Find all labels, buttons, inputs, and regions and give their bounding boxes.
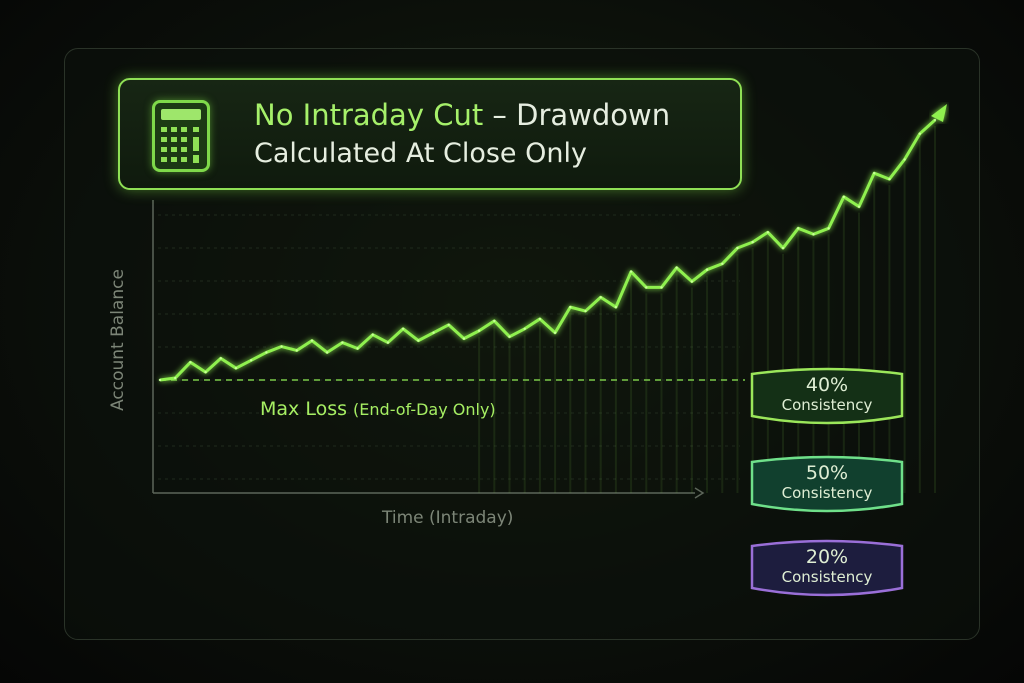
title-highlight: No Intraday Cut — [254, 98, 484, 132]
data-point — [797, 227, 800, 230]
data-point — [173, 376, 177, 380]
data-point — [432, 331, 435, 334]
data-point — [812, 233, 815, 236]
data-point — [204, 370, 207, 374]
data-point — [508, 335, 511, 338]
calculator-icon — [152, 100, 210, 172]
data-point — [401, 327, 405, 330]
data-point — [918, 132, 922, 135]
data-point — [356, 347, 359, 350]
data-point — [417, 339, 420, 342]
balance-line — [159, 118, 937, 382]
data-point — [675, 266, 678, 269]
data-point — [766, 231, 770, 234]
data-point — [219, 357, 222, 360]
data-point — [280, 345, 283, 348]
title-rest: – Drawdown — [483, 98, 671, 132]
data-point — [857, 205, 861, 208]
badge-percent: 20% — [805, 546, 849, 568]
data-point — [781, 246, 785, 250]
max-loss-text: Max Loss — [260, 398, 347, 420]
data-point — [493, 319, 496, 323]
consistency-badge-1: 50% Consistency — [748, 454, 906, 516]
badge-percent: 40% — [805, 374, 849, 396]
data-point — [249, 359, 253, 362]
data-point — [386, 341, 390, 344]
data-point — [873, 171, 876, 175]
trend-arrow-icon — [931, 104, 947, 122]
data-point — [234, 366, 238, 370]
data-point — [538, 317, 542, 321]
data-point — [158, 378, 162, 382]
data-point — [477, 329, 481, 332]
data-point — [584, 309, 587, 313]
data-point — [629, 270, 633, 273]
subtitle: Calculated At Close Only — [254, 138, 587, 169]
data-point — [265, 351, 268, 354]
data-point — [569, 305, 572, 309]
badge-label: Consistency — [781, 568, 873, 586]
badge-label: Consistency — [781, 396, 873, 414]
badge-percent: 50% — [805, 462, 849, 484]
data-point — [705, 268, 709, 271]
data-point — [462, 337, 466, 340]
data-point — [645, 286, 648, 289]
data-point — [721, 262, 724, 265]
x-axis-label: Time (Intraday) — [382, 508, 514, 528]
badge-label: Consistency — [781, 484, 873, 502]
data-point — [827, 227, 830, 230]
consistency-badge-2: 20% Consistency — [748, 538, 906, 600]
data-point — [189, 361, 192, 364]
max-loss-label: Max Loss (End-of-Day Only) — [260, 398, 496, 420]
data-point — [553, 331, 557, 334]
y-axis-label: Account Balance — [108, 269, 128, 411]
data-point — [341, 341, 344, 344]
data-point — [888, 177, 891, 181]
data-point — [903, 158, 906, 161]
data-point — [751, 240, 754, 244]
data-point — [295, 349, 298, 352]
data-point — [842, 195, 846, 199]
data-point — [310, 339, 314, 342]
max-loss-note: (End-of-Day Only) — [353, 400, 496, 419]
data-point — [736, 246, 739, 250]
data-point — [614, 305, 618, 309]
data-point — [690, 280, 694, 283]
data-point — [660, 286, 663, 289]
data-point — [325, 351, 329, 354]
consistency-badge-0: 40% Consistency — [748, 366, 906, 428]
data-point — [933, 118, 937, 122]
x-axis-arrow — [694, 487, 705, 499]
data-point — [371, 333, 374, 336]
data-point — [599, 296, 602, 299]
data-point — [447, 323, 450, 327]
title: No Intraday Cut – Drawdown — [254, 98, 670, 132]
title-banner: No Intraday Cut – Drawdown Calculated At… — [118, 78, 742, 190]
data-point — [523, 327, 526, 330]
